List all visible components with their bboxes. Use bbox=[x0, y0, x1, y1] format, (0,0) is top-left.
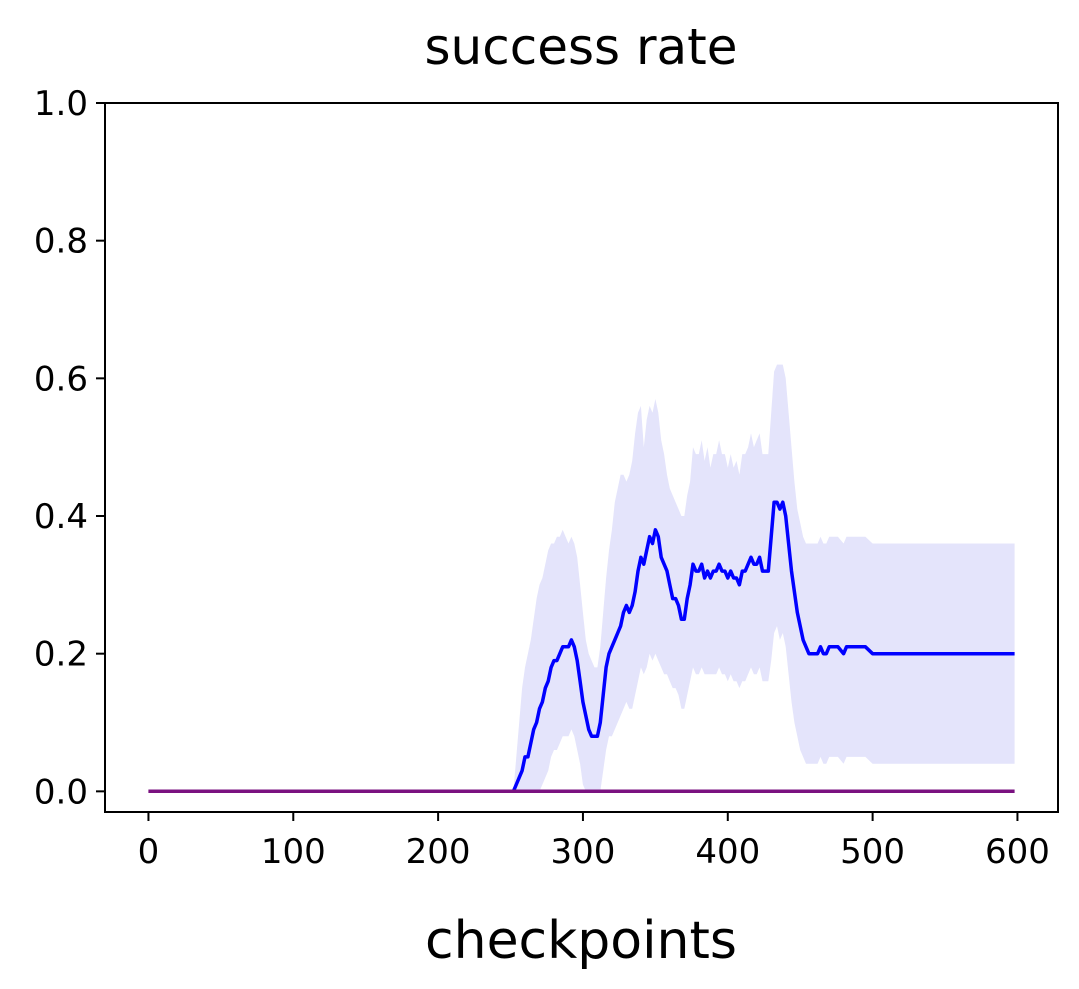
y-tick-label: 0.0 bbox=[34, 772, 88, 812]
plot-area bbox=[148, 364, 1015, 794]
x-tick-label: 400 bbox=[695, 832, 760, 872]
series-0-line bbox=[511, 500, 1015, 792]
y-tick-label: 0.6 bbox=[34, 359, 88, 399]
series-line-layer bbox=[148, 500, 1015, 794]
y-tick-label: 1.0 bbox=[34, 84, 88, 124]
confidence-band-layer bbox=[513, 364, 1015, 792]
x-tick-label: 100 bbox=[261, 832, 326, 872]
y-tick-label: 0.4 bbox=[34, 497, 88, 537]
y-tick-label: 0.2 bbox=[34, 635, 88, 675]
series-0-confidence-band bbox=[513, 364, 1015, 792]
x-tick-label: 0 bbox=[138, 832, 160, 872]
y-axis-ticks: 0.0 0.2 0.4 0.6 0.8 1.0 bbox=[34, 84, 105, 812]
x-tick-label: 600 bbox=[985, 832, 1050, 872]
axes-frame bbox=[104, 102, 1059, 813]
y-tick-label: 0.8 bbox=[34, 222, 88, 262]
x-tick-label: 300 bbox=[550, 832, 615, 872]
x-tick-label: 200 bbox=[406, 832, 471, 872]
x-tick-label: 500 bbox=[840, 832, 905, 872]
chart-title: success rate bbox=[424, 18, 737, 76]
x-axis-label: checkpoints bbox=[425, 911, 737, 971]
x-axis-ticks: 0 100 200 300 400 500 600 bbox=[138, 812, 1050, 872]
